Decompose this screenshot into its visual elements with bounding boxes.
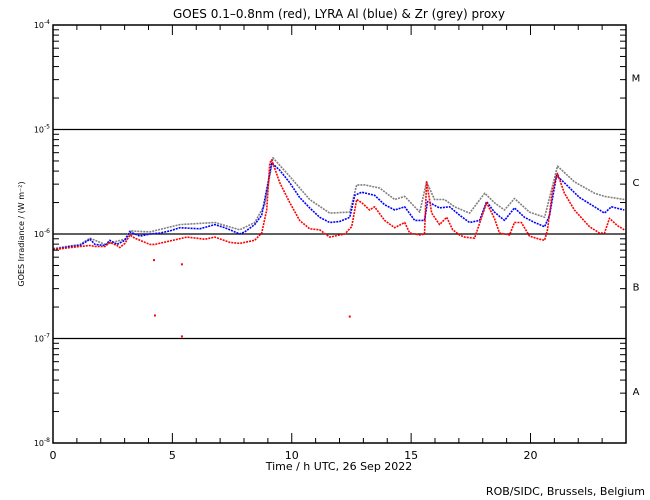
outlier-point [152,259,155,262]
series-line [52,162,625,251]
flare-class-label: C [633,178,640,189]
x-tick-label: 10 [285,449,299,462]
y-tick-label: 10-6 [34,228,50,239]
y-tick-label: 10-7 [34,333,50,344]
flare-class-label: A [633,387,640,398]
series-line [52,159,625,251]
credit-text: ROB/SIDC, Brussels, Belgium [486,485,645,498]
outlier-point [153,314,156,317]
series-line [52,156,625,250]
y-tick-label: 10-4 [34,19,50,30]
x-tick-label: 0 [50,449,57,462]
x-tick-label: 15 [404,449,418,462]
outlier-point [180,335,183,338]
outlier-point [180,263,183,266]
x-axis-label: Time / h UTC, 26 Sep 2022 [265,460,413,473]
outlier-point [348,315,351,318]
x-tick-label: 20 [524,449,538,462]
flare-class-label: M [632,73,641,84]
x-tick-label: 5 [169,449,176,462]
flare-class-label: B [633,282,640,293]
y-axis-label: GOES Irradiance / (W m⁻²) [17,181,26,286]
y-tick-label: 10-8 [34,437,50,448]
y-tick-label: 10-5 [34,124,50,135]
chart-title: GOES 0.1–0.8nm (red), LYRA Al (blue) & Z… [173,7,505,21]
